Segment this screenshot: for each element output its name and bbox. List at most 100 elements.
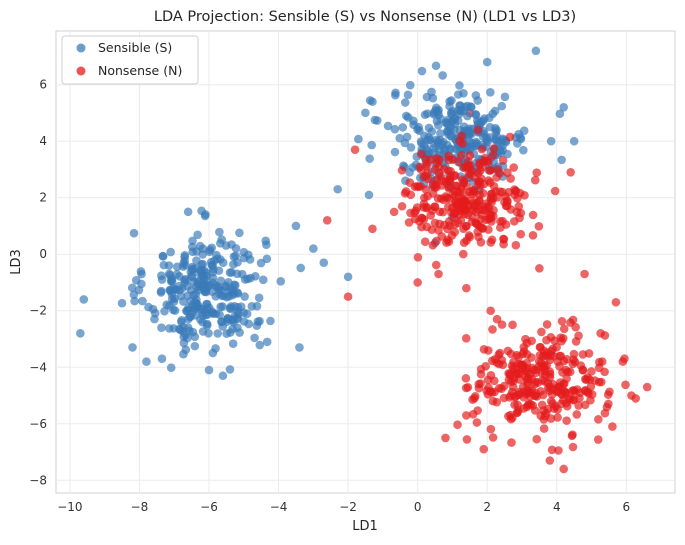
scatter-point xyxy=(437,139,447,149)
scatter-point xyxy=(455,81,464,90)
scatter-point xyxy=(496,138,505,148)
scatter-point xyxy=(600,331,610,340)
scatter-point xyxy=(523,386,532,395)
scatter-point xyxy=(510,400,519,410)
scatter-point xyxy=(405,178,415,187)
scatter-point xyxy=(462,411,471,420)
scatter-point xyxy=(208,278,218,288)
scatter-point xyxy=(397,166,407,175)
scatter-point xyxy=(522,350,532,359)
scatter-point xyxy=(157,323,166,332)
scatter-point xyxy=(545,369,555,379)
scatter-point xyxy=(441,433,450,443)
scatter-point xyxy=(506,174,515,183)
scatter-point xyxy=(455,136,464,146)
scatter-point xyxy=(266,316,275,326)
scatter-point xyxy=(488,396,498,406)
scatter-point xyxy=(446,145,456,154)
scatter-point xyxy=(177,316,186,325)
legend-marker-sensible xyxy=(76,43,86,53)
y-tick-label: −8 xyxy=(29,473,47,487)
scatter-point xyxy=(431,260,441,270)
scatter-point xyxy=(183,291,193,300)
scatter-point xyxy=(142,357,151,366)
scatter-point xyxy=(549,351,558,361)
y-tick-label: 6 xyxy=(39,78,47,92)
scatter-point xyxy=(511,186,521,196)
scatter-point xyxy=(480,114,489,123)
scatter-point xyxy=(242,309,252,319)
scatter-point xyxy=(162,300,172,309)
scatter-point xyxy=(413,278,422,287)
scatter-point xyxy=(218,371,228,381)
scatter-point xyxy=(532,168,542,178)
scatter-point xyxy=(600,367,609,377)
y-tick-label: 2 xyxy=(39,191,47,205)
scatter-point xyxy=(343,272,353,282)
scatter-point xyxy=(233,314,243,324)
scatter-point xyxy=(296,263,306,273)
scatter-point xyxy=(530,175,540,185)
scatter-point xyxy=(365,96,375,105)
scatter-point xyxy=(475,197,484,206)
x-axis-ticks: −10 −8 −6 −4 −2 0 2 4 6 xyxy=(57,500,630,514)
scatter-point xyxy=(580,269,589,279)
scatter-point xyxy=(456,216,466,225)
scatter-point xyxy=(488,325,497,334)
scatter-point xyxy=(509,217,519,226)
scatter-point xyxy=(226,304,235,313)
scatter-point xyxy=(172,262,182,272)
scatter-point xyxy=(417,66,427,76)
y-tick-label: −6 xyxy=(29,417,47,431)
scatter-point xyxy=(181,345,191,355)
scatter-point xyxy=(183,207,193,217)
scatter-point xyxy=(498,156,508,165)
scatter-point xyxy=(562,401,572,411)
scatter-point xyxy=(186,312,195,321)
scatter-point xyxy=(547,445,557,455)
series-nonsense xyxy=(389,125,560,270)
scatter-point xyxy=(365,154,374,163)
scatter-point xyxy=(450,119,460,129)
scatter-point xyxy=(467,129,476,139)
scatter-point xyxy=(165,285,175,295)
scatter-point xyxy=(501,192,510,201)
scatter-point xyxy=(507,438,516,447)
scatter-point xyxy=(244,319,254,329)
x-tick-label: −6 xyxy=(200,500,218,514)
scatter-point xyxy=(205,247,214,257)
scatter-point xyxy=(546,136,556,146)
scatter-point xyxy=(486,306,495,316)
scatter-point xyxy=(436,129,445,138)
data-points xyxy=(76,46,652,474)
scatter-point xyxy=(522,338,532,348)
scatter-point xyxy=(467,138,476,148)
plot-area xyxy=(55,30,676,494)
scatter-point xyxy=(247,302,257,311)
scatter-point xyxy=(509,163,519,172)
scatter-point xyxy=(420,237,430,247)
grid-lines xyxy=(56,31,675,493)
scatter-point xyxy=(255,340,265,350)
scatter-point xyxy=(262,254,272,264)
scatter-point xyxy=(414,182,424,192)
scatter-point xyxy=(402,132,412,142)
scatter-point xyxy=(492,131,501,141)
scatter-point xyxy=(512,367,522,377)
scatter-point xyxy=(202,271,212,281)
scatter-point xyxy=(204,328,213,338)
scatter-point xyxy=(476,379,485,388)
scatter-point xyxy=(179,297,188,306)
scatter-point xyxy=(343,292,353,301)
scatter-point xyxy=(441,118,451,127)
scatter-point xyxy=(580,400,590,410)
scatter-point xyxy=(233,302,243,312)
scatter-point xyxy=(532,392,542,401)
scatter-point xyxy=(557,336,566,346)
scatter-point xyxy=(295,343,304,352)
y-tick-label: −2 xyxy=(29,304,47,318)
scatter-point xyxy=(180,260,190,270)
scatter-point xyxy=(620,354,629,363)
scatter-point xyxy=(400,189,410,198)
